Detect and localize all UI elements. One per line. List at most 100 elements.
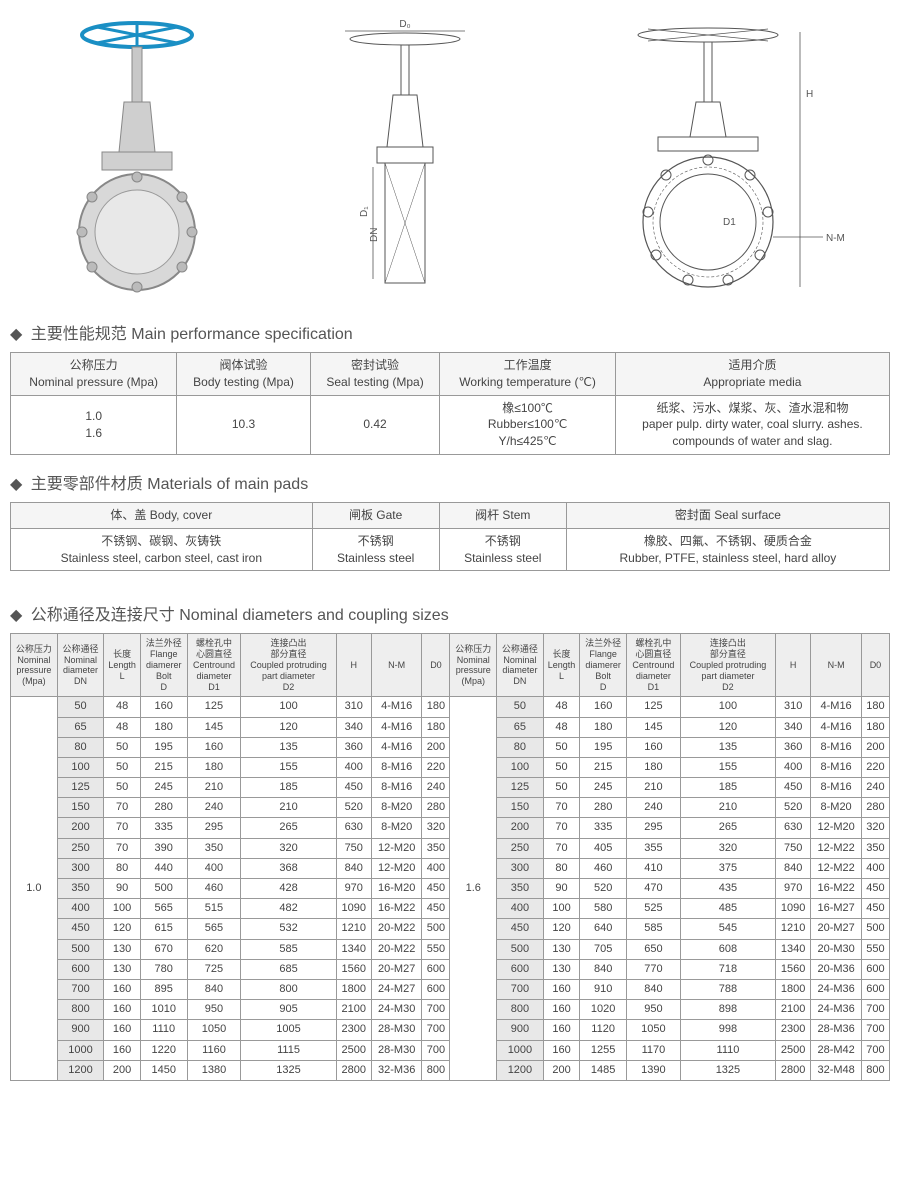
dim-cell: 180: [422, 717, 450, 737]
dim-cell: 125: [497, 778, 544, 798]
perf-body: 10.3: [177, 395, 310, 454]
dim-cell: 28-M30: [371, 1020, 422, 1040]
dim-cell: 200: [861, 737, 889, 757]
dim-cell: 500: [140, 879, 187, 899]
dim-title: 公称通径及连接尺寸 Nominal diameters and coupling…: [10, 601, 890, 625]
dim-cell: 160: [104, 1040, 141, 1060]
dim-cell: 515: [187, 899, 241, 919]
dim-cell: 1200: [57, 1060, 104, 1080]
dim-cell: 295: [626, 818, 680, 838]
dim-cell: 16-M22: [811, 879, 862, 899]
technical-drawing-section: D₀ D₁ DN: [305, 17, 505, 300]
dim-cell: 840: [336, 858, 371, 878]
dim-cell: 705: [580, 939, 627, 959]
dim-cell: 400: [336, 757, 371, 777]
dim-cell: 550: [422, 939, 450, 959]
dim-cell: 16-M20: [371, 879, 422, 899]
dim-cell: 1120: [580, 1020, 627, 1040]
dim-cell: 2800: [776, 1060, 811, 1080]
dim-cell: 180: [422, 697, 450, 717]
dim-cell: 565: [187, 919, 241, 939]
dim-cell: 240: [626, 798, 680, 818]
dim-cell: 300: [497, 858, 544, 878]
dim-header: 连接凸出 部分直径 Coupled protruding part diamet…: [241, 634, 336, 697]
dim-cell: 24-M27: [371, 979, 422, 999]
dim-cell: 180: [187, 757, 241, 777]
dim-cell: 24-M30: [371, 1000, 422, 1020]
perf-pressure: 1.0 1.6: [11, 395, 177, 454]
dim-header: 公称通径 Nominal diameter DN: [497, 634, 544, 697]
svg-text:H: H: [806, 89, 813, 100]
dim-cell: 8-M16: [811, 757, 862, 777]
dim-cell: 80: [104, 858, 141, 878]
perf-header: 阀体试验Body testing (Mpa): [177, 353, 310, 396]
dim-cell: 600: [57, 959, 104, 979]
dim-cell: 565: [140, 899, 187, 919]
dim-header: 螺栓孔中 心圆直径 Centround diameter D1: [187, 634, 241, 697]
dim-cell: 600: [861, 979, 889, 999]
dim-cell: 615: [140, 919, 187, 939]
dim-cell: 335: [140, 818, 187, 838]
dim-cell: 8-M16: [371, 778, 422, 798]
dim-cell: 195: [580, 737, 627, 757]
svg-text:D₁: D₁: [359, 206, 370, 217]
dim-cell: 50: [57, 697, 104, 717]
dim-cell: 50: [104, 778, 141, 798]
dim-cell: 12-M20: [371, 858, 422, 878]
dim-cell: 100: [680, 697, 775, 717]
dim-cell: 450: [57, 919, 104, 939]
dim-cell: 2300: [776, 1020, 811, 1040]
dim-cell: 12-M20: [371, 838, 422, 858]
mat-header: 闸板 Gate: [312, 502, 439, 528]
dim-cell: 135: [680, 737, 775, 757]
dim-cell: 898: [680, 1000, 775, 1020]
dim-cell: 950: [187, 1000, 241, 1020]
dim-cell: 630: [336, 818, 371, 838]
perf-header: 适用介质Appropriate media: [615, 353, 889, 396]
dim-cell: 2300: [336, 1020, 371, 1040]
dim-cell: 16-M22: [371, 899, 422, 919]
dim-cell: 20-M22: [371, 939, 422, 959]
dim-cell: 340: [776, 717, 811, 737]
dim-cell: 240: [422, 778, 450, 798]
dim-cell: 70: [543, 818, 580, 838]
dim-cell: 160: [543, 1020, 580, 1040]
dim-cell: 48: [543, 717, 580, 737]
dim-cell: 630: [776, 818, 811, 838]
dim-cell: 185: [680, 778, 775, 798]
dim-cell: 470: [626, 879, 680, 899]
dim-cell: 700: [422, 1040, 450, 1060]
dim-cell: 90: [104, 879, 141, 899]
dim-cell: 905: [241, 1000, 336, 1020]
dim-cell: 360: [776, 737, 811, 757]
dim-cell: 280: [422, 798, 450, 818]
dim-cell: 70: [104, 818, 141, 838]
dim-cell: 160: [187, 737, 241, 757]
dim-cell: 400: [861, 858, 889, 878]
dim-cell: 375: [680, 858, 775, 878]
dim-cell: 300: [57, 858, 104, 878]
dim-cell: 1005: [241, 1020, 336, 1040]
dim-header: N-M: [371, 634, 422, 697]
dim-cell: 20-M30: [811, 939, 862, 959]
dim-cell: 200: [422, 737, 450, 757]
dim-cell: 130: [104, 939, 141, 959]
dim-cell: 180: [861, 717, 889, 737]
dim-cell: 950: [626, 1000, 680, 1020]
perf-temp: 橡≤100℃ Rubber≤100℃ Y/h≤425℃: [440, 395, 616, 454]
dim-cell: 250: [57, 838, 104, 858]
dim-cell: 265: [241, 818, 336, 838]
dim-cell: 12-M22: [811, 838, 862, 858]
dim-cell: 210: [187, 778, 241, 798]
dim-cell: 240: [861, 778, 889, 798]
dim-cell: 50: [104, 757, 141, 777]
dim-cell: 100: [543, 899, 580, 919]
dim-cell: 450: [422, 899, 450, 919]
dim-cell: 320: [241, 838, 336, 858]
mat-header: 体、盖 Body, cover: [11, 502, 313, 528]
dim-header: 连接凸出 部分直径 Coupled protruding part diamet…: [680, 634, 775, 697]
dim-cell: 1560: [776, 959, 811, 979]
dim-cell: 1110: [140, 1020, 187, 1040]
mat-title: 主要零部件材质 Materials of main pads: [10, 470, 890, 494]
dim-cell: 50: [497, 697, 544, 717]
